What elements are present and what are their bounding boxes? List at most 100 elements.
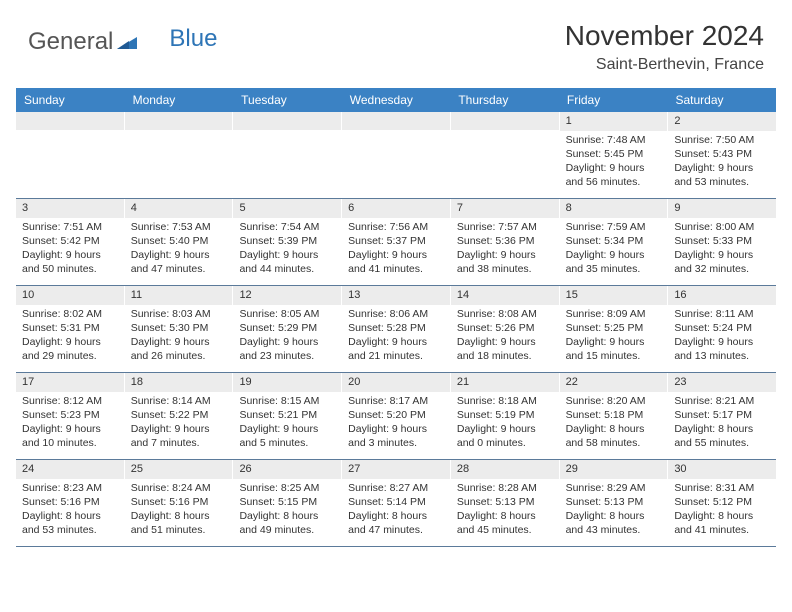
daylight-text: Daylight: 8 hours and 43 minutes.	[566, 509, 662, 537]
day-cell	[16, 112, 125, 198]
day-body: Sunrise: 8:25 AMSunset: 5:15 PMDaylight:…	[233, 479, 341, 542]
week-row: 17Sunrise: 8:12 AMSunset: 5:23 PMDayligh…	[16, 373, 776, 460]
week-row: 3Sunrise: 7:51 AMSunset: 5:42 PMDaylight…	[16, 199, 776, 286]
day-cell: 21Sunrise: 8:18 AMSunset: 5:19 PMDayligh…	[451, 373, 560, 459]
day-body: Sunrise: 8:29 AMSunset: 5:13 PMDaylight:…	[560, 479, 668, 542]
day-cell: 14Sunrise: 8:08 AMSunset: 5:26 PMDayligh…	[451, 286, 560, 372]
day-body: Sunrise: 8:09 AMSunset: 5:25 PMDaylight:…	[560, 305, 668, 368]
day-cell: 8Sunrise: 7:59 AMSunset: 5:34 PMDaylight…	[560, 199, 669, 285]
daylight-text: Daylight: 9 hours and 15 minutes.	[566, 335, 662, 363]
day-body: Sunrise: 7:50 AMSunset: 5:43 PMDaylight:…	[668, 131, 776, 194]
daylight-text: Daylight: 8 hours and 53 minutes.	[22, 509, 118, 537]
sunrise-text: Sunrise: 8:17 AM	[348, 394, 444, 408]
day-cell: 26Sunrise: 8:25 AMSunset: 5:15 PMDayligh…	[233, 460, 342, 546]
daylight-text: Daylight: 8 hours and 51 minutes.	[131, 509, 227, 537]
day-cell: 9Sunrise: 8:00 AMSunset: 5:33 PMDaylight…	[668, 199, 776, 285]
sunset-text: Sunset: 5:15 PM	[239, 495, 335, 509]
sunrise-text: Sunrise: 8:02 AM	[22, 307, 118, 321]
day-number: 26	[233, 460, 341, 479]
day-body: Sunrise: 7:56 AMSunset: 5:37 PMDaylight:…	[342, 218, 450, 281]
day-cell: 16Sunrise: 8:11 AMSunset: 5:24 PMDayligh…	[668, 286, 776, 372]
day-cell	[451, 112, 560, 198]
sunrise-text: Sunrise: 8:15 AM	[239, 394, 335, 408]
day-number: 7	[451, 199, 559, 218]
weekday-header: Saturday	[667, 88, 776, 112]
day-body: Sunrise: 8:20 AMSunset: 5:18 PMDaylight:…	[560, 392, 668, 455]
sunrise-text: Sunrise: 8:08 AM	[457, 307, 553, 321]
daylight-text: Daylight: 9 hours and 38 minutes.	[457, 248, 553, 276]
day-number: 15	[560, 286, 668, 305]
sunrise-text: Sunrise: 8:25 AM	[239, 481, 335, 495]
day-number: 23	[668, 373, 776, 392]
daylight-text: Daylight: 9 hours and 53 minutes.	[674, 161, 770, 189]
day-cell: 7Sunrise: 7:57 AMSunset: 5:36 PMDaylight…	[451, 199, 560, 285]
daylight-text: Daylight: 9 hours and 26 minutes.	[131, 335, 227, 363]
day-body: Sunrise: 8:18 AMSunset: 5:19 PMDaylight:…	[451, 392, 559, 455]
day-number: 1	[560, 112, 668, 131]
sunrise-text: Sunrise: 7:57 AM	[457, 220, 553, 234]
sunrise-text: Sunrise: 8:05 AM	[239, 307, 335, 321]
day-body: Sunrise: 8:14 AMSunset: 5:22 PMDaylight:…	[125, 392, 233, 455]
calendar: Sunday Monday Tuesday Wednesday Thursday…	[16, 88, 776, 547]
daylight-text: Daylight: 8 hours and 49 minutes.	[239, 509, 335, 537]
sunset-text: Sunset: 5:42 PM	[22, 234, 118, 248]
weekday-header: Tuesday	[233, 88, 342, 112]
sunrise-text: Sunrise: 8:29 AM	[566, 481, 662, 495]
day-body: Sunrise: 7:57 AMSunset: 5:36 PMDaylight:…	[451, 218, 559, 281]
day-number: 22	[560, 373, 668, 392]
day-number: 21	[451, 373, 559, 392]
day-body: Sunrise: 8:12 AMSunset: 5:23 PMDaylight:…	[16, 392, 124, 455]
sunset-text: Sunset: 5:33 PM	[674, 234, 770, 248]
daylight-text: Daylight: 9 hours and 7 minutes.	[131, 422, 227, 450]
sunrise-text: Sunrise: 8:11 AM	[674, 307, 770, 321]
header: General Blue November 2024 Saint-Berthev…	[0, 0, 792, 82]
sunrise-text: Sunrise: 7:53 AM	[131, 220, 227, 234]
sunset-text: Sunset: 5:29 PM	[239, 321, 335, 335]
sunrise-text: Sunrise: 8:20 AM	[566, 394, 662, 408]
day-number: 3	[16, 199, 124, 218]
sunset-text: Sunset: 5:14 PM	[348, 495, 444, 509]
daylight-text: Daylight: 9 hours and 13 minutes.	[674, 335, 770, 363]
sunrise-text: Sunrise: 7:48 AM	[566, 133, 662, 147]
day-number: 13	[342, 286, 450, 305]
sunrise-text: Sunrise: 8:03 AM	[131, 307, 227, 321]
logo-text-blue: Blue	[169, 25, 217, 53]
day-body: Sunrise: 8:02 AMSunset: 5:31 PMDaylight:…	[16, 305, 124, 368]
logo: General Blue	[28, 20, 217, 56]
sunrise-text: Sunrise: 8:28 AM	[457, 481, 553, 495]
day-body: Sunrise: 8:05 AMSunset: 5:29 PMDaylight:…	[233, 305, 341, 368]
day-number: 12	[233, 286, 341, 305]
daylight-text: Daylight: 9 hours and 29 minutes.	[22, 335, 118, 363]
daylight-text: Daylight: 8 hours and 55 minutes.	[674, 422, 770, 450]
sunset-text: Sunset: 5:36 PM	[457, 234, 553, 248]
day-cell: 29Sunrise: 8:29 AMSunset: 5:13 PMDayligh…	[560, 460, 669, 546]
day-cell: 3Sunrise: 7:51 AMSunset: 5:42 PMDaylight…	[16, 199, 125, 285]
weekday-header: Wednesday	[342, 88, 451, 112]
daylight-text: Daylight: 9 hours and 41 minutes.	[348, 248, 444, 276]
day-cell: 30Sunrise: 8:31 AMSunset: 5:12 PMDayligh…	[668, 460, 776, 546]
sunset-text: Sunset: 5:30 PM	[131, 321, 227, 335]
sunset-text: Sunset: 5:20 PM	[348, 408, 444, 422]
day-body: Sunrise: 8:00 AMSunset: 5:33 PMDaylight:…	[668, 218, 776, 281]
day-number: 11	[125, 286, 233, 305]
day-cell: 6Sunrise: 7:56 AMSunset: 5:37 PMDaylight…	[342, 199, 451, 285]
day-number: 30	[668, 460, 776, 479]
day-body: Sunrise: 8:11 AMSunset: 5:24 PMDaylight:…	[668, 305, 776, 368]
day-body: Sunrise: 8:06 AMSunset: 5:28 PMDaylight:…	[342, 305, 450, 368]
sunset-text: Sunset: 5:43 PM	[674, 147, 770, 161]
day-cell	[125, 112, 234, 198]
sunset-text: Sunset: 5:45 PM	[566, 147, 662, 161]
logo-text-general: General	[28, 28, 113, 56]
daylight-text: Daylight: 9 hours and 23 minutes.	[239, 335, 335, 363]
weekday-header-row: Sunday Monday Tuesday Wednesday Thursday…	[16, 88, 776, 112]
day-number: 18	[125, 373, 233, 392]
day-body: Sunrise: 8:15 AMSunset: 5:21 PMDaylight:…	[233, 392, 341, 455]
title-block: November 2024 Saint-Berthevin, France	[565, 20, 764, 74]
sunrise-text: Sunrise: 8:06 AM	[348, 307, 444, 321]
sunset-text: Sunset: 5:37 PM	[348, 234, 444, 248]
logo-triangle-icon	[117, 28, 137, 56]
day-cell: 15Sunrise: 8:09 AMSunset: 5:25 PMDayligh…	[560, 286, 669, 372]
day-body: Sunrise: 7:59 AMSunset: 5:34 PMDaylight:…	[560, 218, 668, 281]
daylight-text: Daylight: 8 hours and 45 minutes.	[457, 509, 553, 537]
weekday-header: Monday	[125, 88, 234, 112]
